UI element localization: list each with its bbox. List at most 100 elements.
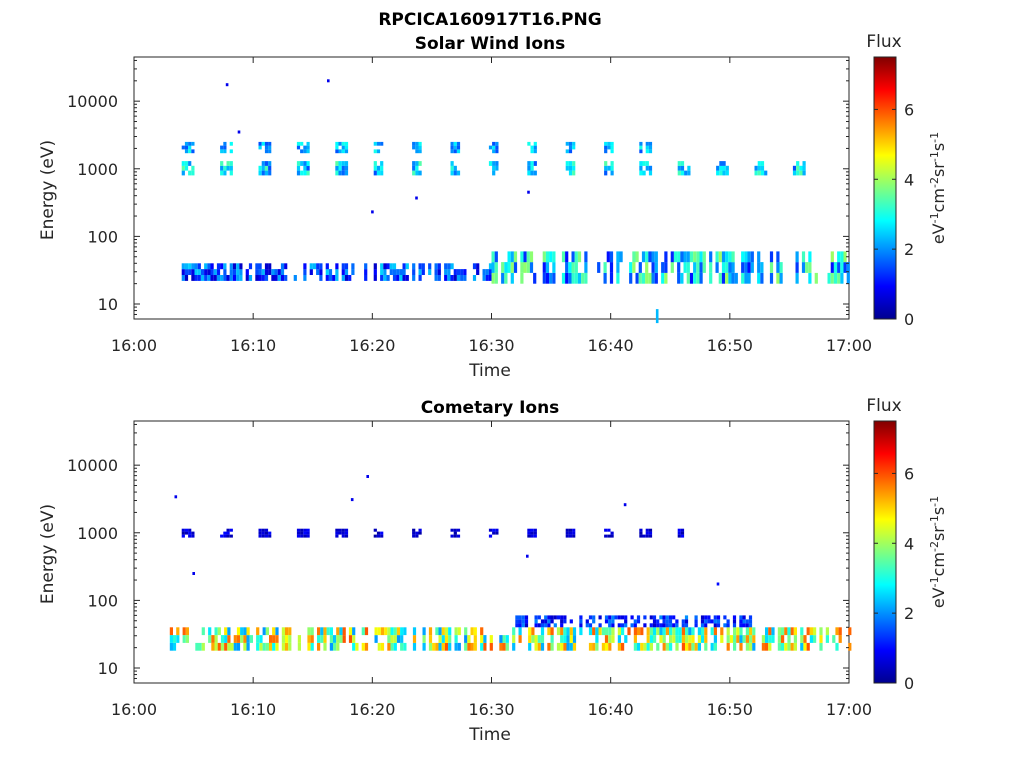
heatmap-cell: [412, 534, 416, 538]
heatmap-cell: [184, 149, 189, 154]
heatmap-cell: [338, 165, 342, 171]
heatmap-cell: [617, 642, 621, 651]
heatmap-cell: [191, 269, 195, 275]
figure-title: RPCICA160917T16.PNG: [378, 10, 601, 30]
heatmap-cell: [284, 275, 288, 281]
heatmap-cell: [793, 627, 797, 636]
solar-wind-panel: Solar Wind Ions 16:00 16:10 16:20 16:30 16:4…: [38, 32, 948, 381]
heatmap-cell: [236, 269, 240, 275]
heatmap-cell: [457, 642, 461, 651]
heatmap-cell: [848, 627, 852, 636]
heatmap-cell: [721, 272, 726, 284]
heatmap-cell: [592, 627, 596, 636]
heatmap-cell: [792, 165, 797, 171]
x-tick-label: 16:50: [707, 700, 753, 719]
heatmap-cell: [572, 161, 576, 166]
heatmap-cell: [185, 627, 189, 636]
heatmap-cell: [645, 272, 649, 284]
heatmap-cell: [307, 627, 311, 636]
heatmap-cell: [537, 642, 541, 651]
heatmap-cell: [344, 161, 349, 166]
heatmap-cell: [769, 262, 774, 273]
heatmap-cell: [819, 642, 823, 651]
heatmap-cell: [223, 269, 227, 275]
heatmap-cell: [799, 170, 803, 176]
heatmap-cell: [328, 275, 333, 281]
heatmap-cell: [472, 275, 477, 281]
heatmap-cell: [217, 642, 221, 651]
heatmap-cell: [568, 161, 573, 166]
heatmap-cell: [264, 141, 269, 146]
heatmap-cell: [480, 635, 484, 643]
heatmap-cell: [681, 627, 685, 636]
heatmap-cell: [686, 272, 690, 284]
heatmap-cell: [662, 619, 666, 624]
heatmap-cell: [688, 642, 692, 651]
heatmap-cell: [677, 272, 681, 284]
heatmap-cell: [699, 272, 703, 284]
heatmap-cell: [229, 149, 233, 154]
heatmap-cell: [317, 627, 321, 636]
heatmap-cell: [264, 161, 269, 166]
heatmap-cell: [592, 619, 596, 624]
heatmap-cell: [683, 251, 687, 263]
heatmap-cell: [833, 272, 838, 284]
heatmap-cell: [565, 251, 569, 263]
solar-wind-heatmap: 16:00 16:10 16:20 16:30 16:40 16:50 17:00 10 100…: [67, 56, 872, 355]
heatmap-cell: [610, 145, 614, 150]
heatmap-cell: [592, 642, 596, 651]
heatmap-cell: [248, 275, 253, 281]
heatmap-cell: [722, 161, 726, 166]
heatmap-cell: [694, 623, 698, 628]
heatmap-cell: [415, 161, 419, 166]
heatmap-cell: [341, 165, 345, 171]
heatmap-cell: [454, 627, 458, 636]
heatmap-cell: [415, 534, 419, 538]
heatmap-cell: [553, 615, 557, 620]
heatmap-cell: [374, 635, 378, 643]
heatmap-cell: [348, 635, 353, 643]
heatmap-cell: [670, 262, 674, 273]
heatmap-cell: [659, 615, 663, 620]
heatmap-cell: [651, 272, 655, 284]
heatmap-cell: [512, 635, 516, 643]
heatmap-cell: [220, 635, 225, 643]
heatmap-cell: [734, 272, 738, 284]
heatmap-cell: [744, 272, 748, 284]
heatmap-cell: [832, 635, 836, 643]
heatmap-cell: [262, 627, 266, 636]
heatmap-cell: [662, 615, 666, 620]
heatmap-cell: [565, 531, 569, 535]
heatmap-cell: [768, 642, 772, 651]
heatmap-cell: [281, 642, 285, 651]
heatmap-cell: [309, 269, 313, 275]
colorbar-tick-label: 0: [904, 310, 914, 329]
heatmap-cell: [364, 275, 368, 281]
heatmap-cell: [620, 615, 625, 620]
heatmap-cell: [229, 170, 233, 176]
heatmap-cell: [560, 619, 564, 624]
heatmap-cell: [684, 615, 689, 620]
heatmap-cell: [579, 615, 583, 620]
heatmap-cell: [645, 534, 649, 538]
heatmap-cell: [373, 534, 377, 538]
heatmap-cell: [473, 635, 477, 643]
heatmap-cell: [476, 269, 480, 275]
heatmap-cell: [220, 275, 224, 281]
x-tick-label: 16:30: [468, 336, 514, 355]
heatmap-cell: [595, 635, 599, 643]
heatmap-cell: [515, 623, 519, 628]
heatmap-cell: [731, 251, 735, 263]
heatmap-cell: [662, 627, 666, 636]
heatmap-cell: [453, 269, 457, 275]
heatmap-cell: [275, 642, 279, 651]
heatmap-cell: [195, 642, 199, 651]
heatmap-cell: [726, 623, 730, 628]
heatmap-cell: [396, 635, 401, 643]
heatmap-cell: [184, 528, 189, 532]
heatmap-cell: [495, 165, 499, 171]
heatmap-cell: [243, 635, 247, 643]
heatmap-cell: [233, 642, 237, 651]
heatmap-cell: [264, 263, 269, 270]
heatmap-cell: [296, 531, 301, 535]
